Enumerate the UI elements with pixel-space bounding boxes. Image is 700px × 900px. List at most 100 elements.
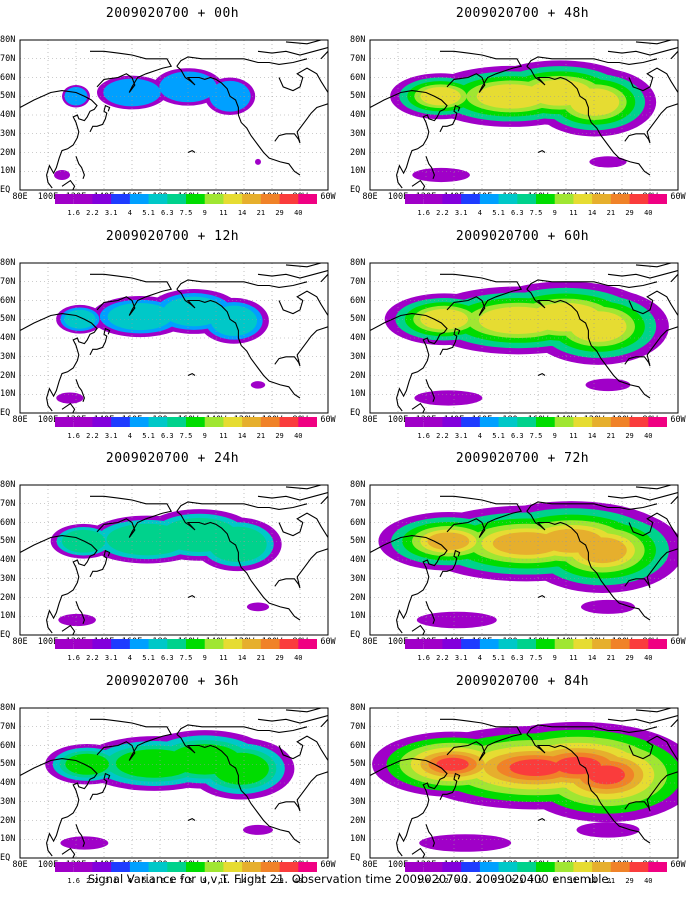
colorbar-label: 11	[569, 432, 578, 440]
colorbar-swatch	[405, 194, 424, 204]
colorbar-swatch	[167, 194, 187, 204]
colorbar-label: 11	[569, 877, 578, 885]
coastline	[90, 718, 173, 761]
lon-label: 80E	[12, 637, 28, 647]
lat-label: 50N	[350, 314, 366, 325]
coastline	[285, 263, 322, 268]
colorbar-swatch	[223, 194, 243, 204]
colorbar-swatch	[479, 194, 500, 204]
colorbar-swatch	[73, 639, 93, 649]
lon-label: 100E	[387, 192, 409, 202]
colorbar-swatch	[442, 194, 462, 204]
lat-label: 20N	[350, 815, 366, 826]
colorbar-swatch	[279, 639, 299, 649]
colorbar-label: 6.3	[160, 432, 174, 440]
lon-label: 100E	[387, 637, 409, 647]
coastline	[176, 510, 301, 621]
coastline	[425, 824, 435, 847]
colorbar-label: 4	[127, 654, 132, 662]
coastline	[635, 708, 672, 713]
variance-contour	[159, 71, 217, 103]
coastline	[75, 156, 85, 179]
colorbar-label: 40	[294, 432, 303, 440]
lat-label: 60N	[0, 517, 16, 528]
colorbar-label: 1.6	[417, 209, 431, 217]
coastline	[75, 379, 85, 402]
coastline	[320, 495, 328, 505]
variance-contour	[576, 822, 640, 838]
colorbar-swatch	[629, 639, 649, 649]
map-plot	[369, 39, 679, 191]
colorbar-swatch	[242, 417, 262, 427]
colorbar-swatch	[148, 639, 168, 649]
colorbar-label: 3.1	[104, 209, 118, 217]
variance-contour	[588, 765, 625, 785]
lat-label: 60N	[0, 740, 16, 751]
colorbar-swatch	[573, 194, 593, 204]
colorbar-label: 5.1	[142, 209, 155, 217]
colorbar-swatch	[573, 862, 593, 872]
lat-label: 10N	[350, 166, 366, 177]
variance-contour	[210, 305, 258, 336]
lat-label: 80N	[350, 480, 366, 490]
colorbar-swatch	[423, 417, 443, 427]
colorbar-swatch	[204, 417, 224, 427]
coastline	[526, 501, 658, 512]
variance-contour	[578, 537, 627, 564]
lat-label: 80N	[0, 480, 16, 490]
colorbar-swatch	[554, 417, 574, 427]
colorbar-label: 7.5	[529, 877, 543, 885]
variance-field	[370, 40, 678, 190]
variance-field	[20, 40, 328, 190]
coastline	[89, 549, 111, 578]
colorbar-swatch	[536, 639, 556, 649]
variance-contour	[58, 613, 96, 627]
lat-label: 50N	[0, 759, 16, 770]
colorbar-label: 5.1	[142, 432, 155, 440]
colorbar-swatch	[279, 194, 299, 204]
variance-contour	[213, 752, 269, 785]
panel-title: 2009020700 + 24h	[105, 451, 240, 466]
colorbar-label: 21	[256, 432, 266, 440]
colorbar-label: 6.3	[510, 432, 524, 440]
colorbar-swatch	[648, 639, 667, 649]
lon-label: 100E	[37, 860, 59, 870]
colorbar-label: 14	[237, 432, 247, 440]
coastline	[274, 771, 328, 812]
colorbar-label: 7.5	[179, 877, 193, 885]
colorbar-label: 4	[477, 877, 482, 885]
colorbar-swatch	[648, 862, 667, 872]
panel-title: 2009020700 + 36h	[105, 674, 240, 689]
colorbar-swatch	[129, 862, 150, 872]
lat-label: 20N	[350, 592, 366, 603]
colorbar-label: 3.1	[454, 209, 468, 217]
colorbar-swatch	[498, 417, 518, 427]
coastline	[440, 50, 523, 93]
coastline	[439, 549, 461, 578]
lat-label: 10N	[350, 834, 366, 845]
colorbar-label: 6.3	[160, 877, 174, 885]
lat-label: EQ	[0, 408, 11, 418]
lat-label: 70N	[0, 276, 16, 287]
colorbar-swatch	[461, 194, 481, 204]
lat-label: 60N	[350, 517, 366, 528]
lat-label: 60N	[0, 295, 16, 306]
lon-label: 80E	[12, 415, 28, 425]
lat-label: EQ	[350, 185, 361, 195]
coastline	[20, 313, 98, 412]
coastline	[89, 104, 111, 133]
coastline	[628, 512, 678, 538]
colorbar-label: 3.1	[454, 432, 468, 440]
coastline	[257, 714, 328, 724]
colorbar-swatch	[405, 639, 424, 649]
colorbar-label: 29	[275, 877, 284, 885]
variance-contour	[255, 158, 261, 165]
lon-label: 100E	[387, 415, 409, 425]
colorbar-swatch	[423, 639, 443, 649]
coastline	[20, 758, 98, 857]
colorbar-label: 14	[587, 877, 597, 885]
coastline	[624, 103, 678, 144]
map-panel: 2009020700 + 12h 80N 70N 60N 50N 40N 30N 20N 10N…	[0, 223, 345, 446]
panel-title: 2009020700 + 00h	[105, 6, 240, 21]
panel-title: 2009020700 + 48h	[455, 6, 590, 21]
